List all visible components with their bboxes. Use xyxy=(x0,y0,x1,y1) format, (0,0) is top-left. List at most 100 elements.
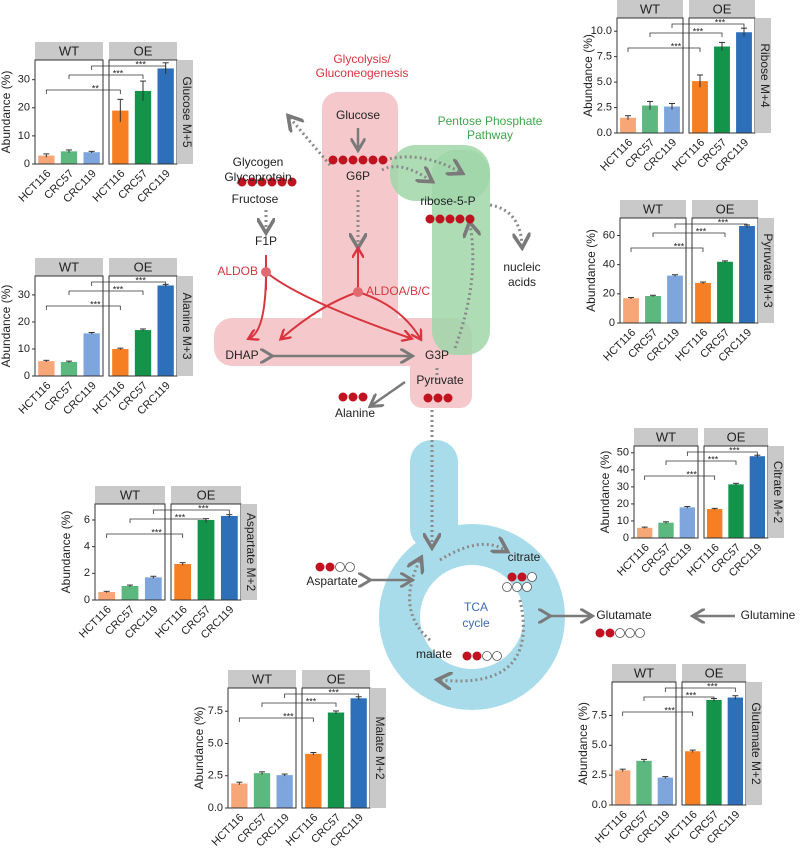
y-tick-label: 30 xyxy=(18,74,30,86)
arrow xyxy=(357,291,420,338)
significance-label: *** xyxy=(151,527,162,537)
significance-bracket xyxy=(45,89,121,94)
metabolite-label: citrate xyxy=(508,550,541,564)
facet-label: WT xyxy=(252,671,272,686)
bar xyxy=(717,261,733,323)
significance-label: *** xyxy=(306,696,317,706)
bar xyxy=(739,226,755,323)
facet-label: WT xyxy=(656,429,676,444)
facet-panel xyxy=(34,59,104,165)
significance-bracket xyxy=(630,247,704,252)
y-tick-label: 6 xyxy=(84,514,90,526)
strip-right xyxy=(758,218,774,323)
y-axis-label: Abundance (%) xyxy=(584,229,598,312)
y-tick-label: 2.5 xyxy=(208,770,223,782)
pathway-title: Pentose Phosphate xyxy=(438,114,543,128)
bar xyxy=(144,577,162,600)
facet-label: OE xyxy=(713,1,732,16)
bar xyxy=(679,507,696,538)
facet-label: WT xyxy=(59,43,79,58)
y-tick-label: 7.5 xyxy=(592,709,607,721)
facet-strip xyxy=(228,670,296,688)
significance-label: *** xyxy=(175,512,186,522)
carbon-dots xyxy=(237,155,615,661)
glycolysis-region xyxy=(322,92,398,352)
significance-bracket xyxy=(674,223,748,228)
bar xyxy=(692,81,708,133)
arrow xyxy=(381,165,430,180)
facet-strip xyxy=(704,428,768,446)
significance-bracket xyxy=(643,696,715,701)
y-tick-label: 5.0 xyxy=(592,739,607,751)
bar xyxy=(38,361,55,376)
y-tick-label: 7.5 xyxy=(597,51,612,63)
enzyme-node xyxy=(261,267,271,277)
y-axis-label: Abundance (%) xyxy=(192,707,206,790)
y-tick-label: 30 xyxy=(18,289,30,301)
bar xyxy=(157,285,174,376)
bar xyxy=(714,46,730,133)
significance-bracket xyxy=(261,702,337,707)
facet-strip xyxy=(620,200,686,218)
chart-title: Citrate M+2 xyxy=(771,461,785,524)
chart-title: Alanine M+3 xyxy=(180,292,194,359)
facet-strip xyxy=(35,258,103,276)
facet-panel xyxy=(227,687,297,809)
facet-panel xyxy=(616,17,684,134)
arrow xyxy=(489,203,522,245)
significance-bracket xyxy=(106,533,184,538)
y-tick-label: 2 xyxy=(84,567,90,579)
y-tick-label: 0 xyxy=(24,370,30,382)
significance-bracket xyxy=(652,232,726,237)
arrow xyxy=(410,560,431,642)
chart-title: Aspartate M+2 xyxy=(244,513,258,592)
facet-label: OE xyxy=(716,201,735,216)
facet-strip xyxy=(682,664,746,682)
bar xyxy=(749,456,766,538)
strip-right xyxy=(177,60,193,164)
significance-label: *** xyxy=(693,26,704,36)
y-tick-label: 50 xyxy=(617,447,629,459)
metabolite-label: G3P xyxy=(425,348,449,362)
metabolite-label: nucleic xyxy=(503,260,540,274)
bar xyxy=(112,110,129,164)
bar xyxy=(121,586,139,600)
arrow xyxy=(384,155,460,172)
facet-panel xyxy=(34,275,104,377)
significance-bracket xyxy=(671,23,745,28)
bar xyxy=(623,298,639,323)
metabolite-label: Glutamine xyxy=(741,608,796,622)
bar xyxy=(253,773,271,808)
bar xyxy=(112,348,129,376)
bar xyxy=(83,333,100,376)
facet-strip xyxy=(302,670,370,688)
metabolite-label: F1P xyxy=(255,234,277,248)
facet-label: OE xyxy=(134,259,153,274)
y-tick-label: 10 xyxy=(18,130,30,142)
significance-label: *** xyxy=(715,17,726,27)
bar xyxy=(736,32,752,133)
facet-strip xyxy=(692,200,758,218)
y-tick-label: 30 xyxy=(617,481,629,493)
bar xyxy=(620,117,636,133)
significance-bracket xyxy=(644,475,716,480)
metabolite-label: acids xyxy=(508,275,536,289)
facet-strip xyxy=(634,428,698,446)
metabolite-label: Glycoprotein xyxy=(224,170,291,184)
bar xyxy=(684,751,701,805)
facet-label: OE xyxy=(327,671,346,686)
y-tick-label: 0 xyxy=(24,158,30,170)
significance-bracket xyxy=(129,518,207,523)
significance-label: *** xyxy=(664,705,675,715)
bar xyxy=(276,775,293,808)
significance-bracket xyxy=(45,305,121,310)
significance-label: *** xyxy=(696,226,707,236)
pathway-title: Pathway xyxy=(467,128,513,142)
strip-right xyxy=(755,18,771,133)
y-tick-label: 2.5 xyxy=(592,769,607,781)
bar xyxy=(636,760,652,805)
bar xyxy=(197,520,215,600)
metabolite-label: Glycogen xyxy=(233,155,284,169)
facet-strip xyxy=(109,258,177,276)
y-tick-label: 5.0 xyxy=(208,737,223,749)
